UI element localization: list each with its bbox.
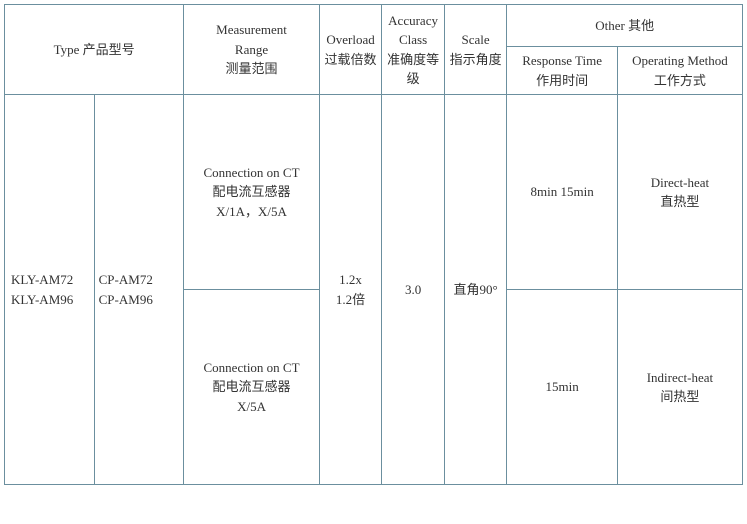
cell-scale: 直角90° (444, 95, 507, 485)
header-row-1: Type 产品型号 Measurement Range 测量范围 Overloa… (5, 5, 743, 47)
hdr-accuracy-class: Accuracy Class 准确度等级 (382, 5, 445, 95)
cell-overload: 1.2x 1.2倍 (319, 95, 382, 485)
hdr-response-time: Response Time 作用时间 (507, 47, 617, 95)
cell-measurement-2: Connection on CT 配电流互感器 X/5A (184, 290, 320, 485)
hdr-overload: Overload 过载倍数 (319, 5, 382, 95)
cell-response-1: 8min 15min (507, 95, 617, 290)
hdr-other: Other 其他 (507, 5, 743, 47)
hdr-operating-method: Operating Method 工作方式 (617, 47, 742, 95)
hdr-scale: Scale 指示角度 (444, 5, 507, 95)
cell-measurement-1: Connection on CT 配电流互感器 X/1A，X/5A (184, 95, 320, 290)
cell-accuracy: 3.0 (382, 95, 445, 485)
data-row-1: KLY-AM72 KLY-AM96 CP-AM72 CP-AM96 Connec… (5, 95, 743, 290)
cell-response-2: 15min (507, 290, 617, 485)
cell-type-col1: KLY-AM72 KLY-AM96 (5, 95, 95, 485)
cell-type-col2: CP-AM72 CP-AM96 (94, 95, 184, 485)
spec-table: Type 产品型号 Measurement Range 测量范围 Overloa… (4, 4, 743, 485)
hdr-measurement-range: Measurement Range 测量范围 (184, 5, 320, 95)
cell-operating-2: Indirect-heat 间热型 (617, 290, 742, 485)
hdr-type: Type 产品型号 (5, 5, 184, 95)
cell-operating-1: Direct-heat 直热型 (617, 95, 742, 290)
